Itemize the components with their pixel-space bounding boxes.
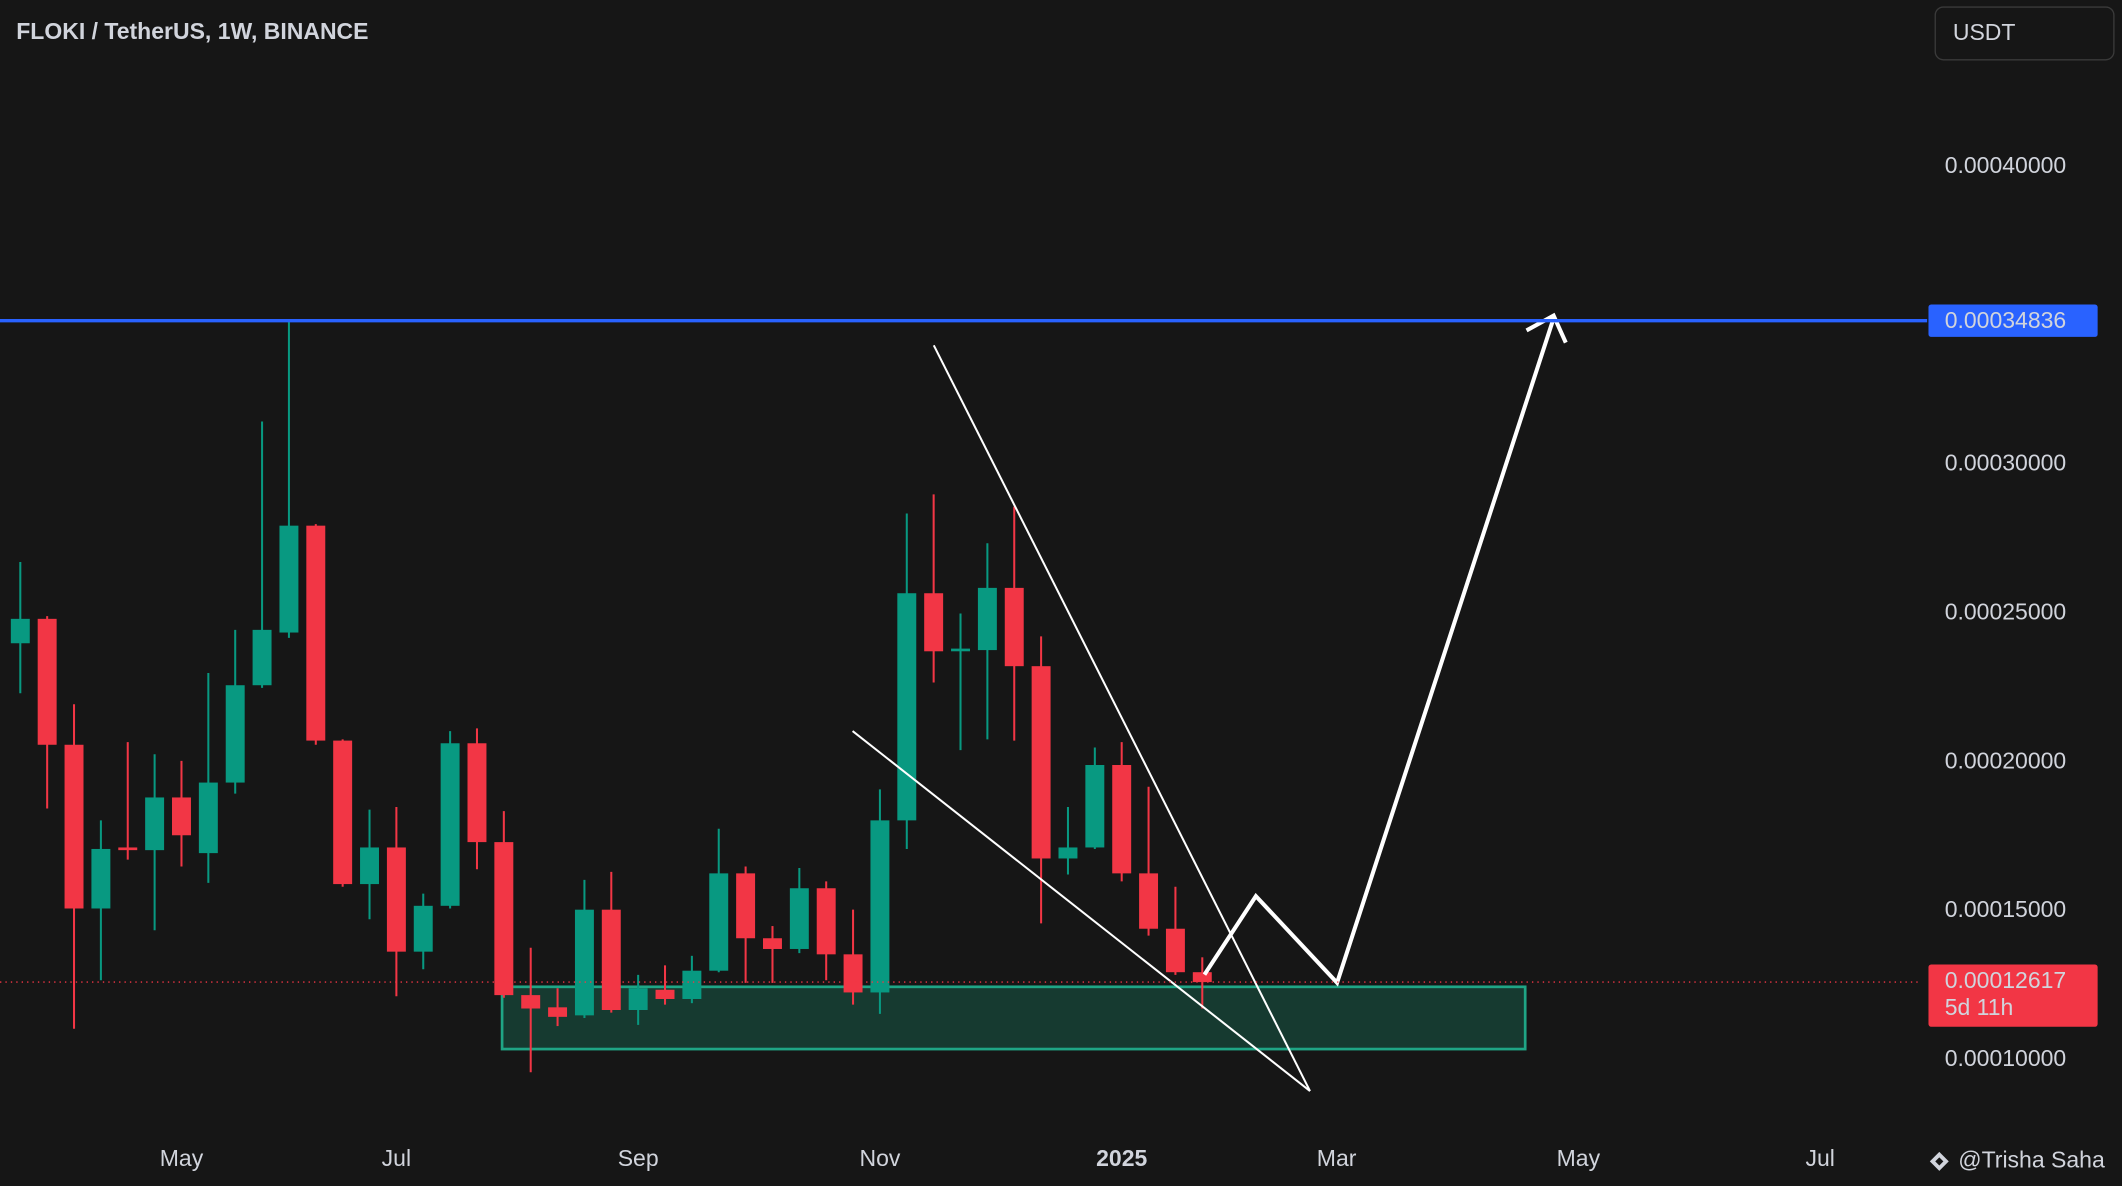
candle-body — [977, 587, 997, 651]
y-tick-label: 0.00025000 — [1945, 599, 2067, 625]
candle-body — [548, 1007, 568, 1017]
x-tick-label: May — [160, 1145, 204, 1171]
watermark: @Trisha Saha — [1958, 1146, 2105, 1172]
candle-body — [924, 593, 944, 652]
candle-body — [1165, 928, 1185, 973]
candle-body — [37, 618, 57, 745]
candle-body — [1058, 847, 1078, 859]
candle-body — [682, 970, 702, 999]
candle-body — [225, 685, 245, 783]
price-label-box — [1928, 304, 2098, 337]
candle-body — [198, 782, 218, 854]
candle-body — [951, 648, 970, 652]
last-price-box — [1928, 964, 2098, 1027]
candle-body — [655, 989, 675, 999]
x-tick-label: Jul — [382, 1145, 411, 1171]
candle-body — [279, 525, 299, 633]
candle-body — [789, 888, 809, 949]
projection-arrowhead — [1525, 312, 1568, 344]
candle-body — [10, 618, 30, 644]
candle-body — [172, 797, 191, 836]
candle-body — [252, 629, 272, 686]
y-tick-label: 0.00040000 — [1945, 152, 2067, 178]
candle-body — [118, 847, 138, 851]
candle-body — [440, 743, 460, 906]
x-tick-label: Sep — [618, 1145, 659, 1171]
candle-body — [306, 525, 326, 741]
wedge-lower-line — [851, 730, 1311, 1092]
candle-body — [360, 847, 379, 885]
projection-path — [1202, 317, 1556, 987]
candle-body — [145, 797, 165, 851]
candle-body — [64, 744, 84, 909]
candle-body — [494, 842, 514, 996]
x-tick-label: May — [1557, 1145, 1601, 1171]
candle-body — [1031, 666, 1051, 859]
candle-body — [1004, 587, 1024, 667]
candle-body — [1112, 765, 1132, 874]
x-tick-label: Mar — [1317, 1145, 1357, 1171]
x-tick-label: 2025 — [1096, 1145, 1147, 1171]
y-tick-label: 0.00020000 — [1945, 747, 2067, 773]
currency-label[interactable]: USDT — [1953, 19, 2016, 45]
candle-body — [870, 820, 890, 993]
candle-body — [709, 873, 729, 971]
candle-body — [816, 888, 836, 955]
x-tick-label: Jul — [1805, 1145, 1834, 1171]
wedge-upper-line — [932, 344, 1311, 1092]
candle-body — [91, 848, 111, 909]
candle-body — [843, 954, 863, 993]
candle-body — [467, 743, 487, 843]
candles — [10, 320, 1212, 1073]
candle-body — [601, 909, 621, 1011]
candle-body — [1139, 873, 1159, 929]
candle-body — [897, 593, 917, 821]
candle-body — [736, 873, 756, 939]
candle-body — [1192, 972, 1212, 983]
candle-body — [574, 909, 594, 1016]
candle-body — [628, 988, 648, 1011]
x-tick-label: Nov — [859, 1145, 900, 1171]
candle-body — [1085, 765, 1105, 848]
countdown-label: 5d 11h — [1945, 994, 2014, 1020]
price-label: 0.00034836 — [1945, 307, 2067, 333]
y-tick-label: 0.00030000 — [1945, 450, 2067, 476]
last-price-label: 0.00012617 — [1945, 967, 2067, 993]
candle-body — [333, 740, 353, 885]
y-tick-label: 0.00010000 — [1945, 1045, 2067, 1071]
candle-body — [413, 905, 433, 952]
candle-body — [386, 847, 406, 952]
candle-body — [762, 938, 782, 949]
y-tick-label: 0.00015000 — [1945, 896, 2067, 922]
chart-title: FLOKI / TetherUS, 1W, BINANCE — [16, 18, 368, 44]
candle-body — [521, 995, 541, 1009]
currency-button[interactable] — [1934, 6, 2115, 61]
